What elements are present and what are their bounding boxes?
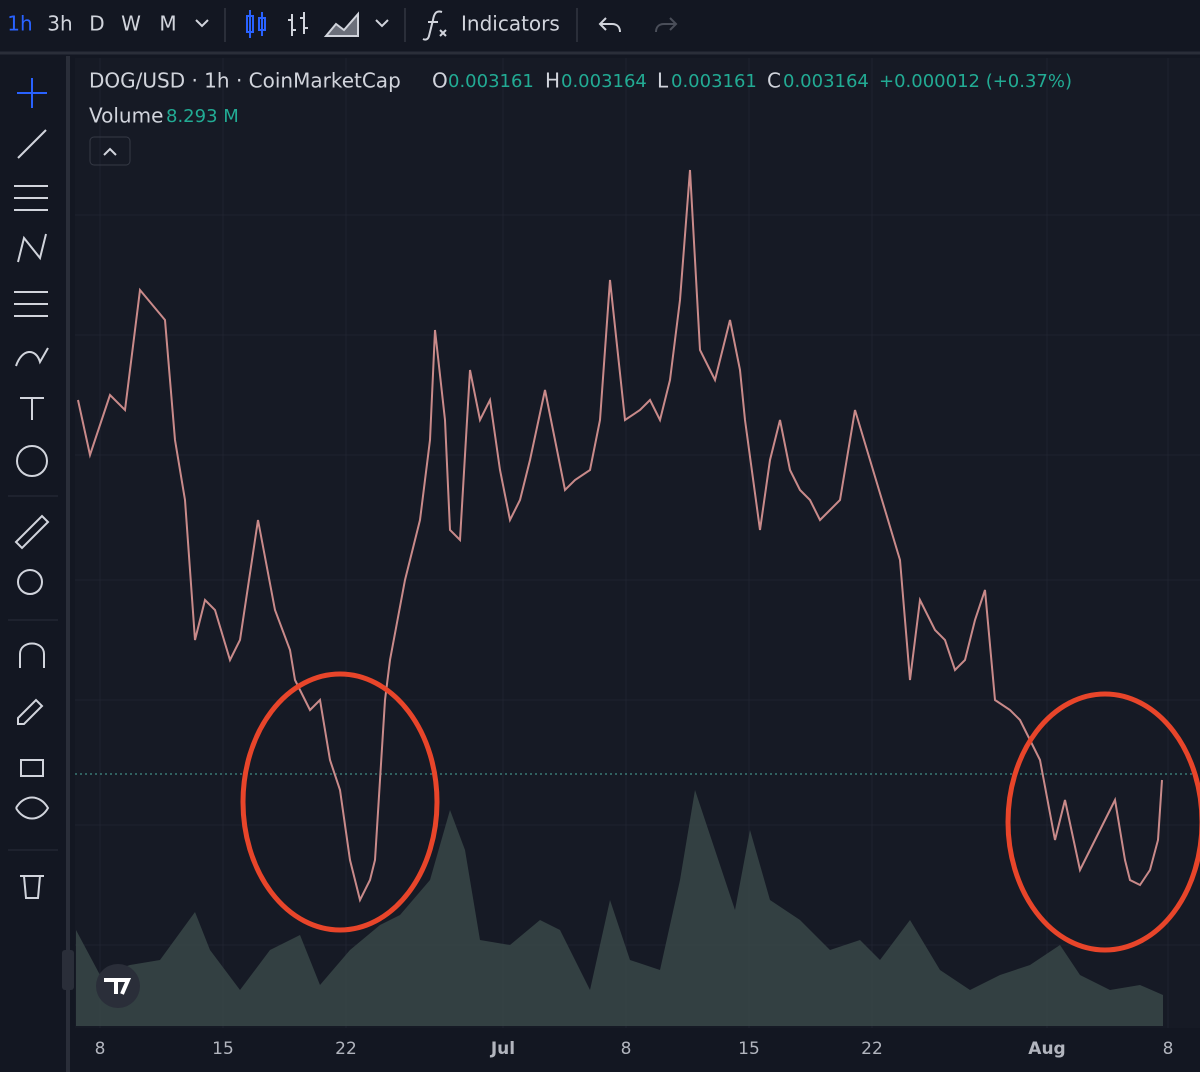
interval-button[interactable]: 3h — [47, 12, 72, 36]
magnet-tool[interactable] — [19, 642, 45, 669]
zoom-tool[interactable] — [17, 569, 43, 595]
x-tick-label: 8 — [621, 1039, 632, 1059]
prediction-tool[interactable] — [14, 291, 48, 317]
hide-tool[interactable] — [15, 796, 50, 820]
volume-value: 8.293 M — [166, 106, 239, 127]
interval-button[interactable]: D — [89, 12, 104, 36]
indicators-button[interactable]: Indicators — [461, 12, 560, 36]
chart-type-dropdown[interactable] — [375, 19, 389, 28]
volume-label: Volume — [89, 104, 163, 128]
bars-icon[interactable] — [288, 12, 308, 36]
x-tick-label: 15 — [738, 1039, 760, 1059]
close-value: 0.003164 — [783, 71, 869, 92]
collapse-icon — [103, 147, 117, 156]
redo[interactable] — [655, 17, 678, 33]
indicators-icon[interactable] — [422, 10, 447, 41]
open-label: O — [432, 69, 448, 93]
emoji-tool[interactable] — [16, 445, 48, 477]
interval-button[interactable]: M — [159, 12, 176, 36]
time-axis — [75, 1028, 1200, 1072]
x-tick-label: Jul — [490, 1039, 515, 1059]
x-tick-label: 8 — [1163, 1039, 1174, 1059]
interval-button[interactable]: W — [121, 12, 141, 36]
area-icon[interactable] — [323, 11, 359, 37]
open-value: 0.003161 — [448, 71, 534, 92]
interval-dropdown[interactable] — [195, 19, 209, 28]
highlight-circle — [240, 671, 440, 933]
logo-mark — [104, 978, 132, 995]
x-tick-label: 15 — [212, 1039, 234, 1059]
pattern-tool[interactable] — [17, 233, 47, 263]
collapse-legend[interactable] — [89, 136, 131, 166]
low-label: L — [657, 69, 669, 93]
delete-tool[interactable] — [20, 875, 44, 899]
trend-line-tool[interactable] — [17, 129, 47, 159]
volume-histogram — [76, 790, 1163, 1026]
x-tick-label: Aug — [1028, 1039, 1065, 1059]
ruler-tool[interactable] — [14, 514, 50, 550]
low-value: 0.003161 — [671, 71, 757, 92]
sidebar-toggle[interactable] — [62, 950, 74, 990]
crosshair-tool[interactable] — [17, 78, 47, 108]
close-label: C — [767, 69, 781, 93]
fib-tool[interactable] — [14, 185, 48, 211]
candles-icon[interactable] — [246, 10, 266, 38]
highlight-circle — [1005, 691, 1200, 953]
symbol-title: DOG/USD · 1h · CoinMarketCap — [89, 69, 401, 93]
x-tick-label: 8 — [95, 1039, 106, 1059]
high-value: 0.003164 — [561, 71, 647, 92]
drawing-toolbar — [0, 56, 64, 1072]
brush-tool[interactable] — [15, 347, 49, 367]
text-tool[interactable] — [20, 397, 44, 420]
chart-pane — [75, 58, 1200, 1028]
high-label: H — [545, 69, 560, 93]
x-tick-label: 22 — [335, 1039, 357, 1059]
toolbar — [0, 0, 1200, 52]
lock-drawing-tool[interactable] — [17, 698, 44, 725]
grid — [75, 58, 1200, 1028]
lock-tool[interactable] — [20, 759, 44, 777]
undo[interactable] — [598, 17, 621, 33]
x-tick-label: 22 — [861, 1039, 883, 1059]
interval-button[interactable]: 1h — [7, 12, 32, 36]
change-value: +0.000012 (+0.37%) — [879, 71, 1072, 92]
